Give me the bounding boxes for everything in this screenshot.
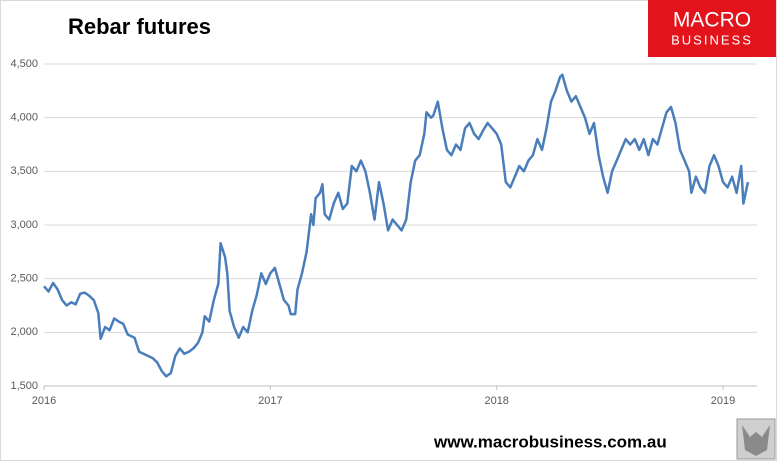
logo-box (648, 0, 776, 57)
x-tick-label: 2017 (258, 395, 282, 407)
logo-line2: BUSINESS (671, 32, 753, 47)
y-tick-label: 4,500 (10, 58, 38, 70)
logo-line1: MACRO (673, 9, 751, 32)
x-tick-label: 2018 (484, 395, 508, 407)
chart-title: Rebar futures (68, 14, 211, 39)
data-line (43, 73, 750, 378)
x-tick-label: 2016 (32, 395, 56, 407)
x-tick-label: 2019 (711, 395, 735, 407)
y-tick-label: 3,500 (10, 165, 38, 177)
y-tick-label: 2,500 (10, 273, 38, 285)
wolf-face (742, 425, 770, 456)
y-tick-label: 3,000 (10, 219, 38, 231)
y-tick-label: 1,500 (10, 380, 38, 392)
footer-url: www.macrobusiness.com.au (433, 432, 667, 451)
y-tick-label: 2,000 (10, 326, 38, 338)
y-tick-label: 4,000 (10, 112, 38, 124)
